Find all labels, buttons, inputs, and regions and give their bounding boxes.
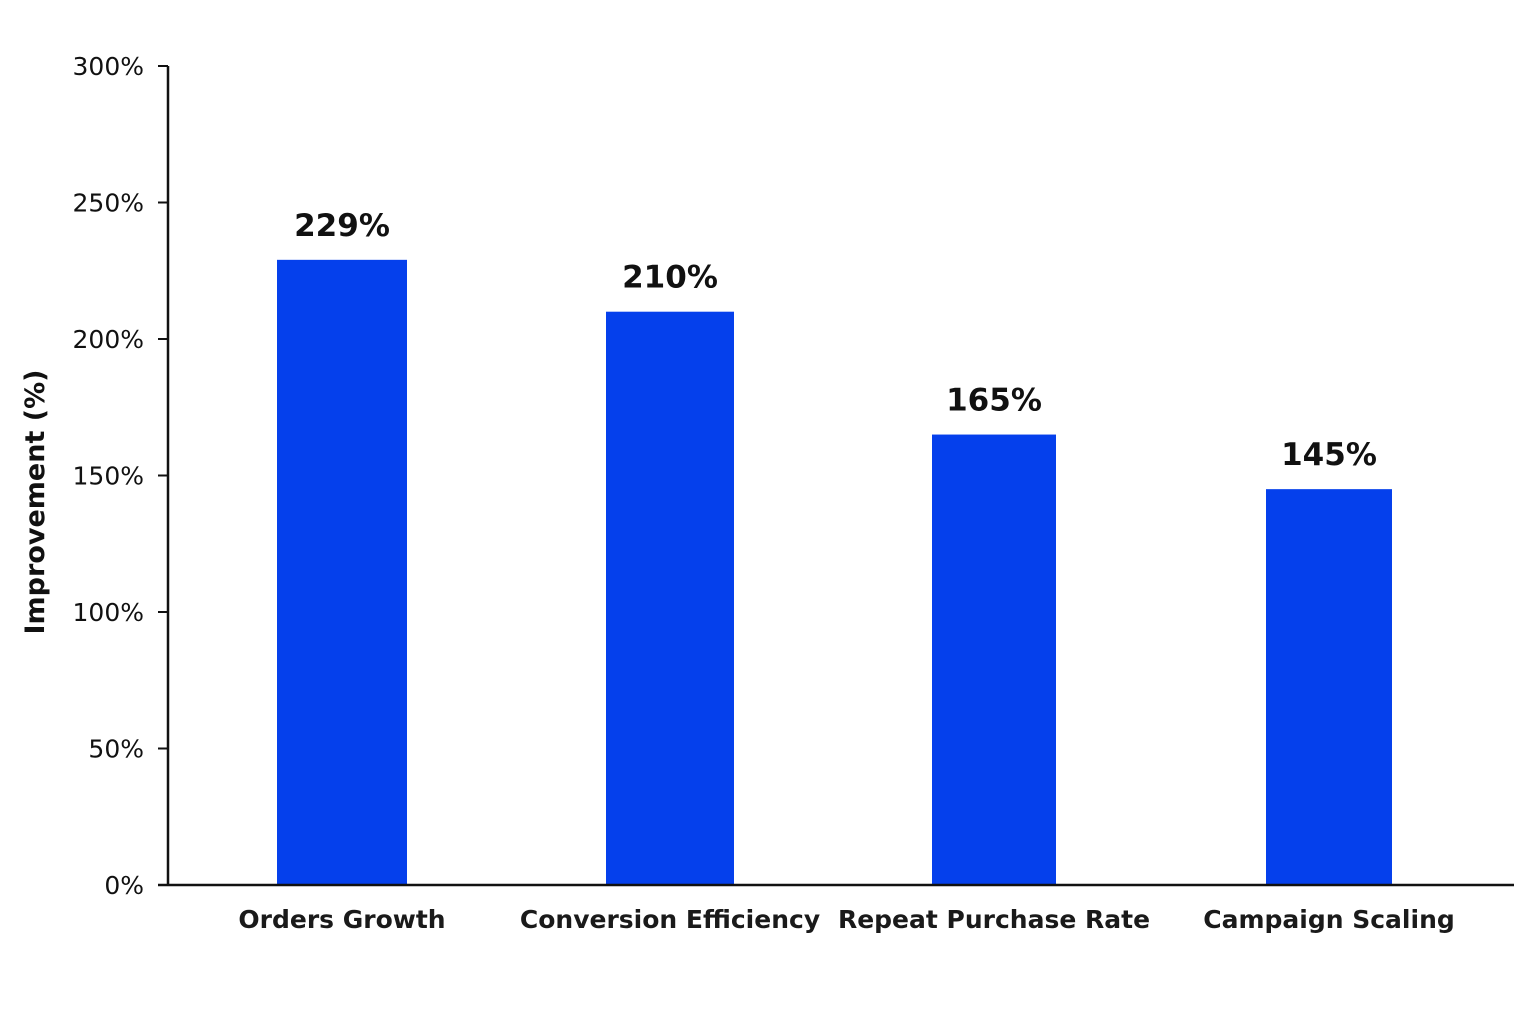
bar-conversion-efficiency[interactable] <box>606 311 734 885</box>
x-tick-label-repeat-purchase-rate: Repeat Purchase Rate <box>838 905 1150 934</box>
y-tick-label: 300% <box>73 52 144 81</box>
y-tick-label: 150% <box>73 462 144 491</box>
y-tick-label: 200% <box>73 325 144 354</box>
x-tick-label-conversion-efficiency: Conversion Efficiency <box>520 905 820 934</box>
y-tick-label: 250% <box>73 189 144 218</box>
x-tick-label-orders-growth: Orders Growth <box>238 905 445 934</box>
y-tick-label: 50% <box>88 735 144 764</box>
y-tick-label: 0% <box>104 871 144 900</box>
x-tick-label-campaign-scaling: Campaign Scaling <box>1203 905 1455 934</box>
y-axis-ticks: 0% 50% 100% 150% 200% 250% 300% <box>73 52 168 900</box>
bar-orders-growth[interactable] <box>277 259 407 886</box>
bar-repeat-purchase-rate[interactable] <box>932 434 1056 885</box>
x-axis-labels: Orders Growth Conversion Efficiency Repeat… <box>238 905 1454 934</box>
y-axis-title: Improvement (%) <box>20 370 51 635</box>
bars <box>277 259 1392 886</box>
y-tick-label: 100% <box>73 598 144 627</box>
value-label-campaign-scaling: 145% <box>1281 437 1377 473</box>
value-label-orders-growth: 229% <box>294 208 390 244</box>
bar-campaign-scaling[interactable] <box>1266 489 1392 885</box>
value-label-conversion-efficiency: 210% <box>622 260 718 296</box>
value-label-repeat-purchase-rate: 165% <box>946 383 1042 419</box>
value-labels: 229% 210% 165% 145% <box>294 208 1377 473</box>
